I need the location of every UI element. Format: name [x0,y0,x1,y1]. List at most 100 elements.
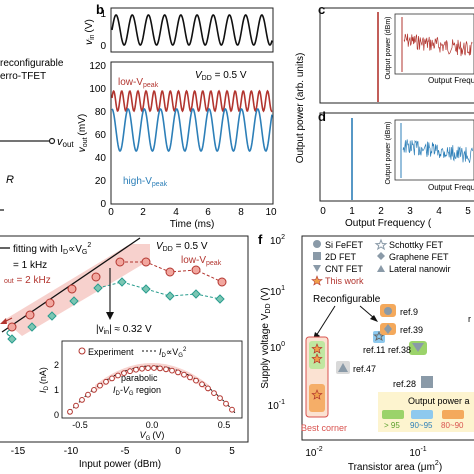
e-vdd-label: VDD = 0.5 V [156,241,208,253]
bin-gt95-swatch [382,410,404,419]
data-point [133,366,139,373]
data-point [151,365,157,371]
data-point [169,367,175,374]
legend-lateral-nanowire: Lateral nanowir [389,264,451,274]
diamond-icon [377,252,385,260]
data-point [165,291,175,301]
data-point [211,390,217,397]
e-1khz-points [7,277,225,344]
data-point [127,368,133,375]
panel-a-label-line-1: reconfigurable [0,58,64,69]
this-work-star [311,353,323,364]
data-point [45,298,55,308]
vin-waveform [111,14,273,46]
f-xlabel: Transistor area (μm2) [348,460,442,473]
cd-xtick: 0 [320,206,326,217]
vin-pointer-arrowhead [106,312,114,320]
ref-9-label: ref.9 [400,307,418,317]
data-point [97,382,103,389]
data-point [93,283,103,293]
data-point [115,257,125,267]
panel-d-inset-spectrum [402,139,473,163]
data-point [181,371,187,378]
vout-yticks: 0 20 40 60 80 100 120 [89,61,106,210]
triangle-down-icon [313,265,321,272]
vin-ytick-0: 0 [100,41,106,52]
legend-this-work: This work [325,276,364,286]
time-xtick: 2 [140,207,146,218]
cd-xtick: 1 [349,206,355,217]
reconfigurable-label: Reconfigurable [313,294,381,305]
f-ytick: 10-1 [268,399,285,412]
curl-arrow-teal [6,329,11,337]
f-xtick: 10-1 [409,446,426,459]
vin-threshold-label: |vin| ≈ 0.32 V [96,324,152,336]
data-point [141,257,151,267]
data-point [73,402,79,409]
legend-fit-label: fitting with ID∝VG2 [13,242,91,256]
inset-ylabel: ID(nA) [38,367,50,393]
bin-80-90-swatch [442,410,464,419]
data-point [7,322,17,332]
vout-ytick: 20 [95,176,107,187]
legend-f2-label: out = 2 kHz [4,275,51,286]
vout-low-vpeak-waveform [111,89,273,113]
f-yticks: 10-1 100 101 102 [268,234,285,412]
data-point [27,322,37,332]
panel-f-letter: f [258,232,263,247]
inset-xtick-2: 0.5 [218,420,231,430]
data-point [85,391,91,398]
this-work-points [311,343,323,400]
vout-ytick: 120 [89,61,106,72]
fit-confidence-band [4,244,150,336]
data-point [199,381,205,388]
bin-gt95-label: > 95 [384,421,400,430]
e-xtick: -5 [121,446,130,457]
e-1khz-dash-line [97,281,221,300]
data-point [165,267,175,277]
right-edge-fragment: r [468,314,471,324]
inset-xtick-0: -0.5 [72,420,88,430]
time-xtick: 0 [108,207,114,218]
time-xtick: 10 [265,207,277,218]
vout-plot-frame [110,61,274,205]
inset-xlabel: VG (V) [140,430,165,442]
vout-ytick: 80 [95,107,107,118]
vout-ytick: 60 [95,130,107,141]
data-point [141,284,151,294]
data-point [229,406,235,413]
vin-plot-frame [110,7,274,53]
panel-cd: c d Output power (arb. units) Output pow… [295,2,474,229]
ref-11-marker [373,330,385,342]
data-point [191,289,201,299]
data-point [163,366,169,373]
cd-xtick: 4 [436,206,442,217]
legend-schottky-fet: Schottky FET [389,240,444,250]
f-ylabel: Supply voltage VDD (V) [260,287,272,388]
e-xlabel: Input power (dBm) [79,459,161,470]
inset-ytick-2: 2 [54,360,59,370]
data-point [215,294,225,304]
cd-xticks: 0 1 2 3 4 5 [320,206,471,217]
low-vpeak-label: low-Vpeak [118,77,159,89]
panel-d-inset-ylabel: Output power (dBm) [385,121,392,184]
e-xtick: -15 [11,446,26,457]
data-point [157,365,163,372]
vout-ytick: 100 [89,84,106,95]
f-ytick: 100 [270,341,285,354]
panel-b: b 1 0 vin(V) 0 20 40 60 80 100 120 vout(… [77,2,277,230]
bin-80-90-label: 80~90 [441,421,464,430]
time-xlabel: Time (ms) [170,219,215,230]
data-point [109,375,115,382]
this-work-star [311,343,323,354]
this-work-bin-low [309,384,325,412]
data-point [91,387,97,393]
data-point [193,377,199,384]
inset-legend-exp-label: Experiment [88,347,134,357]
data-point [217,277,227,287]
legend-si-fefet: Si FeFET [325,240,364,250]
data-point [117,277,127,287]
legend-graphene-fet: Graphene FET [389,252,449,262]
data-point [67,284,77,294]
vin-ytick-1: 1 [100,9,106,20]
